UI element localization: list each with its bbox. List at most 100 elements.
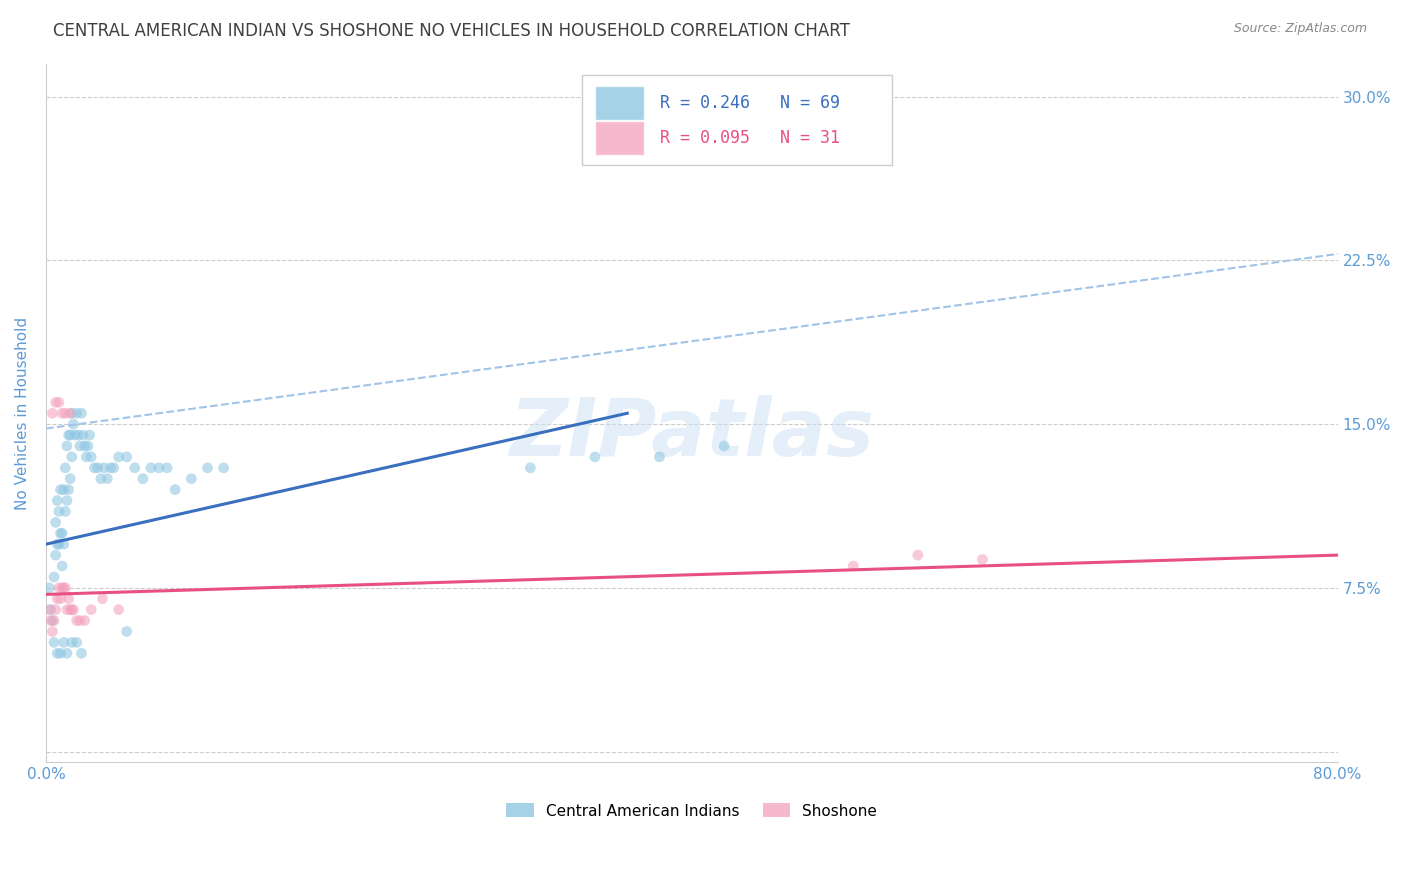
Point — [100, 460, 122, 475]
Point — [60, 602, 83, 616]
Point — [45, 516, 67, 530]
Point — [519, 460, 541, 475]
FancyBboxPatch shape — [595, 121, 644, 155]
Point — [66, 614, 89, 628]
Point — [62, 602, 84, 616]
Point — [91, 591, 114, 606]
Point — [58, 428, 80, 442]
Point — [48, 537, 70, 551]
Point — [49, 591, 72, 606]
Point — [73, 614, 96, 628]
Point — [49, 526, 72, 541]
Point — [52, 483, 75, 497]
Point — [63, 428, 86, 442]
Point — [583, 450, 606, 464]
Point — [80, 602, 103, 616]
Point — [56, 602, 79, 616]
Point — [107, 602, 129, 616]
Point — [62, 417, 84, 432]
Point — [69, 614, 91, 628]
Point — [48, 504, 70, 518]
Point — [66, 635, 89, 649]
Point — [39, 614, 62, 628]
Point — [46, 591, 69, 606]
Text: R = 0.246   N = 69: R = 0.246 N = 69 — [659, 95, 839, 112]
Point — [41, 624, 63, 639]
Y-axis label: No Vehicles in Household: No Vehicles in Household — [15, 317, 30, 510]
Point — [58, 591, 80, 606]
Point — [148, 460, 170, 475]
Point — [70, 406, 93, 420]
Text: ZIPatlas: ZIPatlas — [509, 395, 875, 473]
Point — [56, 439, 79, 453]
Point — [59, 428, 82, 442]
Point — [103, 460, 125, 475]
Text: Source: ZipAtlas.com: Source: ZipAtlas.com — [1233, 22, 1367, 36]
Point — [132, 472, 155, 486]
Point — [96, 472, 118, 486]
Point — [45, 395, 67, 409]
Point — [38, 602, 60, 616]
Point — [907, 548, 929, 562]
Point — [79, 428, 101, 442]
FancyBboxPatch shape — [582, 75, 891, 165]
Point — [52, 635, 75, 649]
Point — [59, 406, 82, 420]
Point — [46, 646, 69, 660]
Text: CENTRAL AMERICAN INDIAN VS SHOSHONE NO VEHICLES IN HOUSEHOLD CORRELATION CHART: CENTRAL AMERICAN INDIAN VS SHOSHONE NO V… — [53, 22, 851, 40]
Point — [70, 646, 93, 660]
Point — [58, 483, 80, 497]
Point — [69, 439, 91, 453]
Point — [60, 635, 83, 649]
Point — [49, 483, 72, 497]
Point — [115, 450, 138, 464]
Point — [39, 602, 62, 616]
Point — [80, 450, 103, 464]
Point — [713, 439, 735, 453]
Point — [41, 614, 63, 628]
Point — [139, 460, 162, 475]
Point — [72, 428, 94, 442]
Point — [90, 472, 112, 486]
Point — [38, 581, 60, 595]
Point — [48, 395, 70, 409]
Point — [56, 646, 79, 660]
Point — [197, 460, 219, 475]
Point — [42, 570, 65, 584]
Point — [59, 602, 82, 616]
Point — [52, 537, 75, 551]
Point — [52, 581, 75, 595]
Point — [51, 526, 73, 541]
Point — [48, 581, 70, 595]
FancyBboxPatch shape — [595, 87, 644, 120]
Point — [42, 614, 65, 628]
Point — [212, 460, 235, 475]
Point — [156, 460, 179, 475]
Point — [107, 450, 129, 464]
Point — [180, 472, 202, 486]
Point — [49, 646, 72, 660]
Point — [60, 406, 83, 420]
Point — [93, 460, 115, 475]
Point — [73, 439, 96, 453]
Point — [86, 460, 108, 475]
Point — [51, 581, 73, 595]
Point — [124, 460, 146, 475]
Point — [51, 406, 73, 420]
Point — [648, 450, 671, 464]
Point — [115, 624, 138, 639]
Point — [53, 406, 76, 420]
Legend: Central American Indians, Shoshone: Central American Indians, Shoshone — [501, 797, 883, 824]
Point — [842, 559, 865, 574]
Point — [67, 428, 90, 442]
Point — [165, 483, 187, 497]
Point — [46, 537, 69, 551]
Point — [53, 460, 76, 475]
Point — [972, 552, 994, 566]
Point — [53, 504, 76, 518]
Point — [75, 450, 97, 464]
Point — [56, 493, 79, 508]
Point — [45, 602, 67, 616]
Point — [60, 450, 83, 464]
Point — [46, 493, 69, 508]
